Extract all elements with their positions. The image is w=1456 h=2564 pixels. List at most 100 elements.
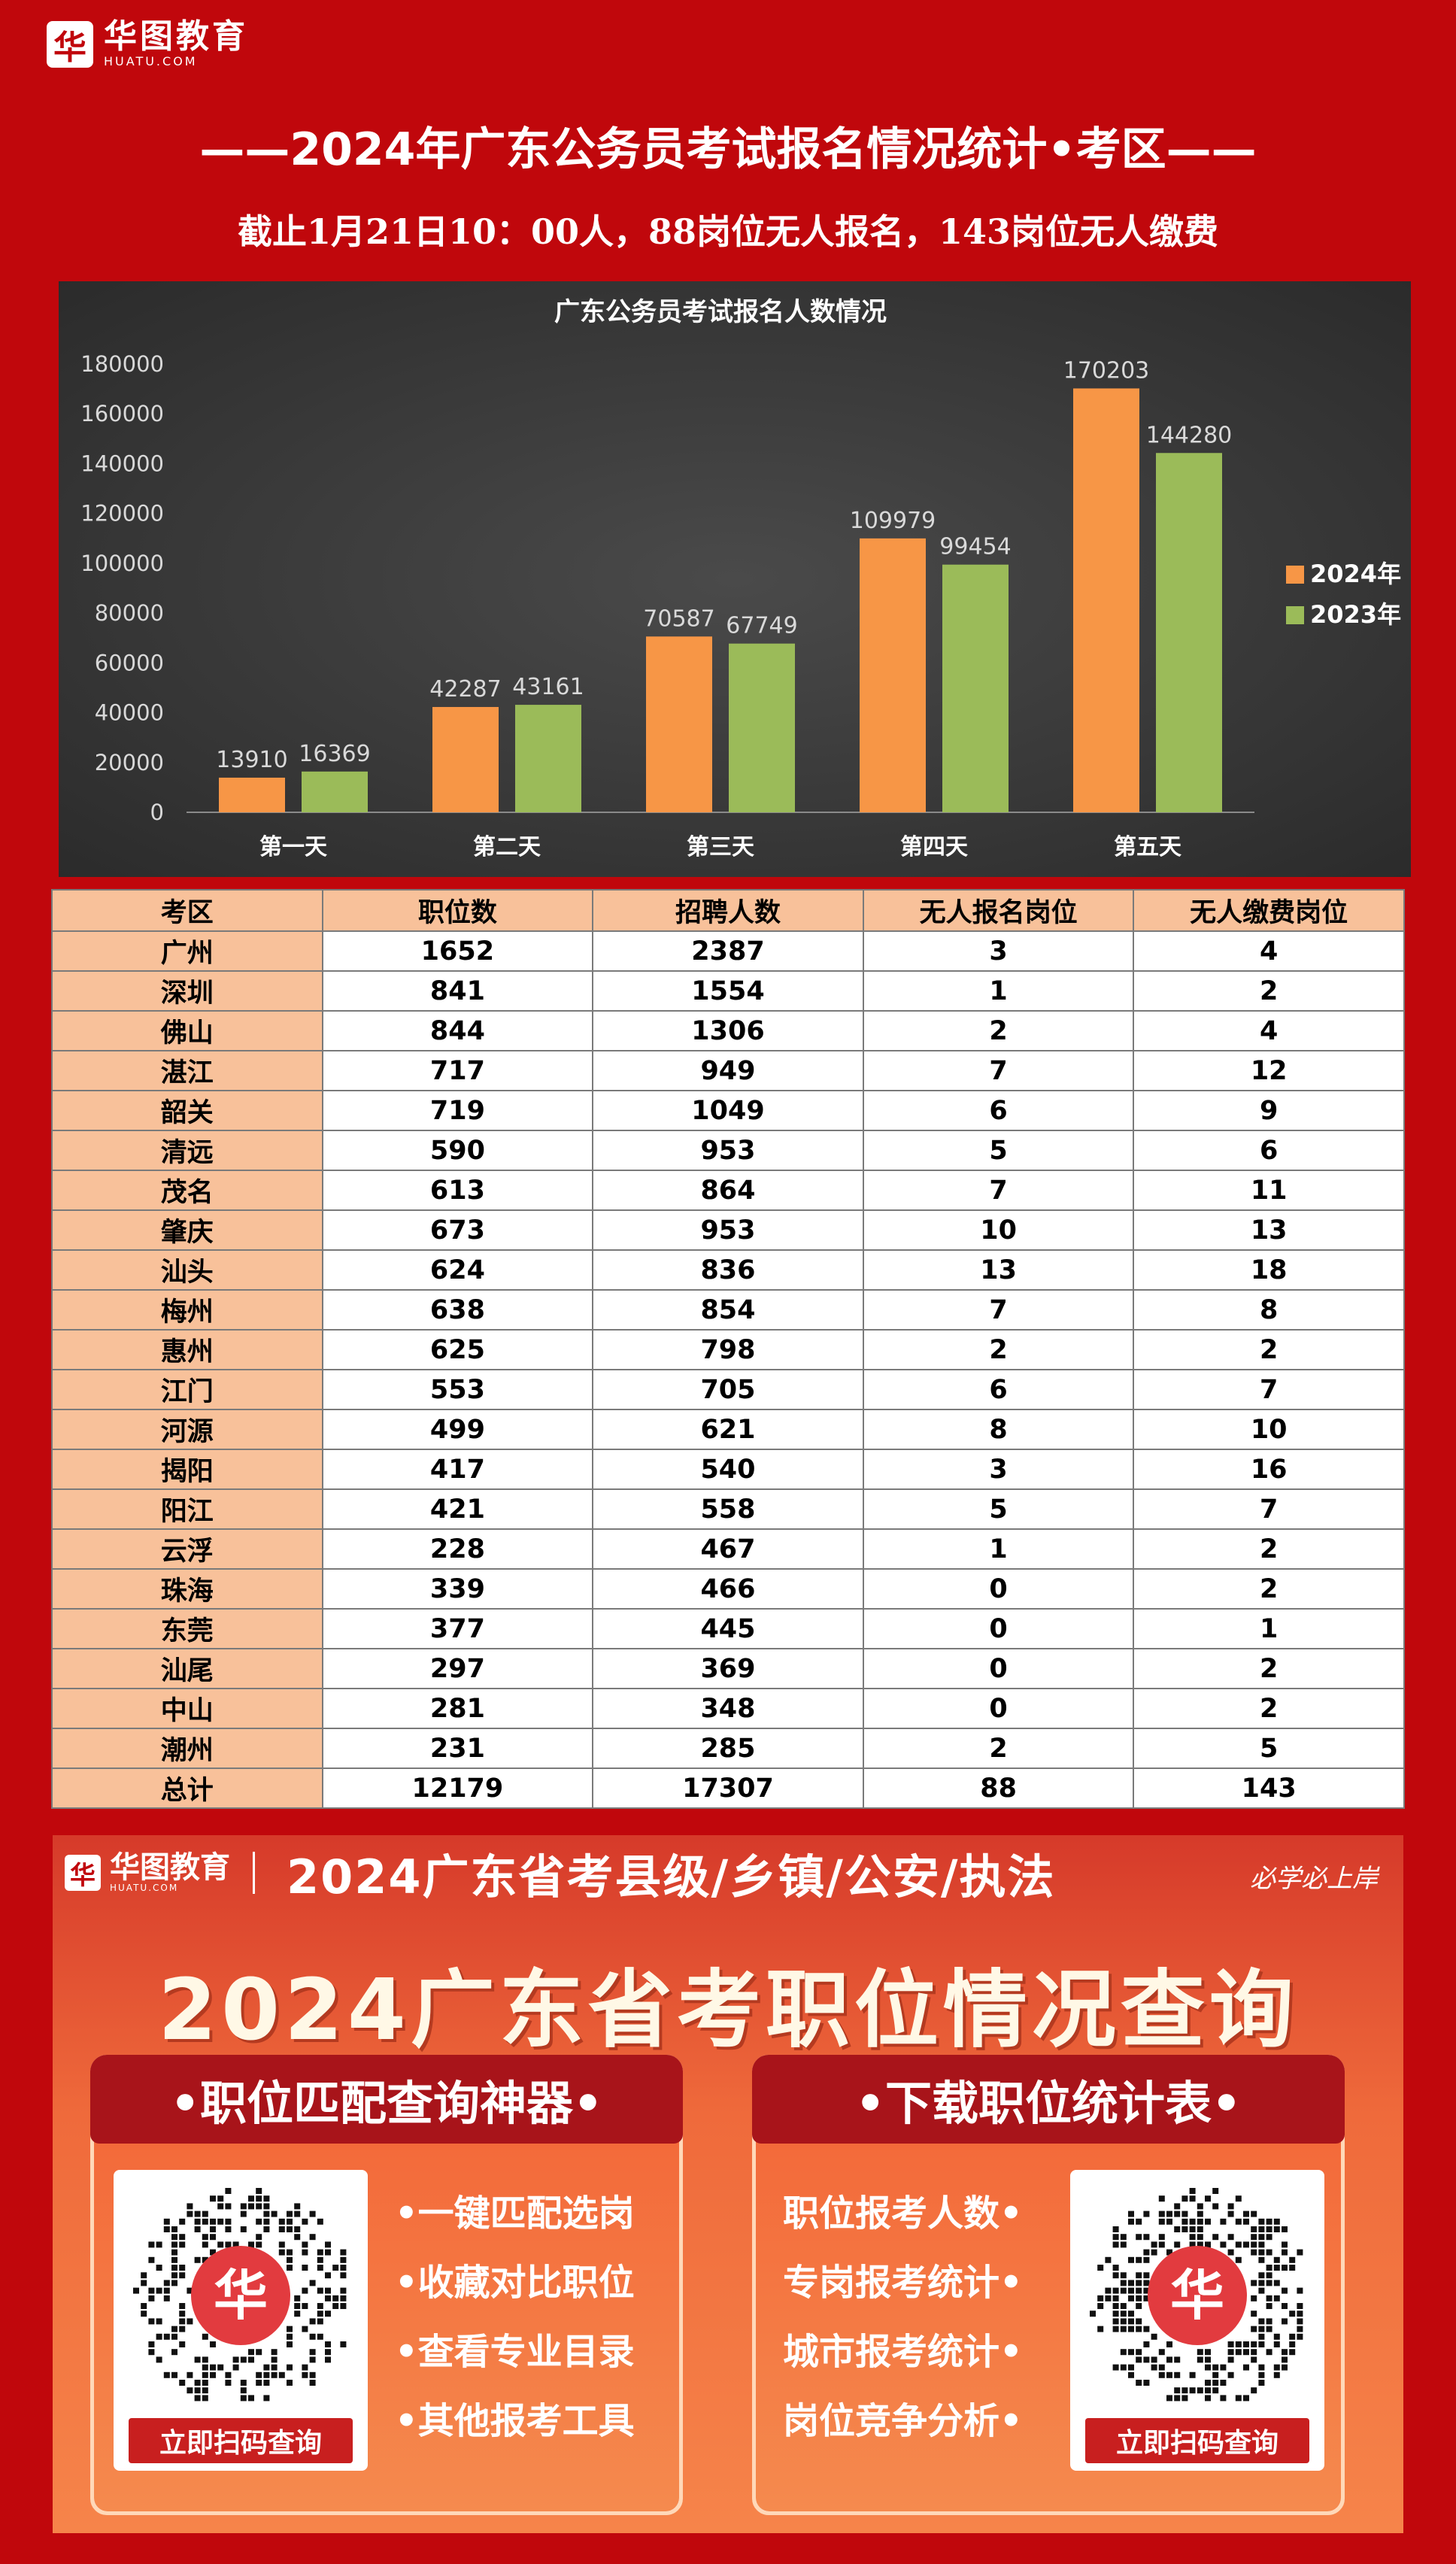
- y-tick-label: 100000: [80, 551, 164, 576]
- page-subtitle: 截止1月21日10：00人，88岗位无人报名，143岗位无人缴费: [237, 211, 1219, 252]
- value-cell: 0: [862, 1568, 1135, 1610]
- value-cell: 8: [862, 1409, 1135, 1450]
- value-cell: 705: [592, 1369, 864, 1410]
- value-cell: 613: [321, 1170, 594, 1211]
- value-cell: 1: [1133, 1608, 1405, 1649]
- area-cell: 云浮: [51, 1528, 323, 1570]
- value-cell: 12: [1133, 1050, 1405, 1091]
- y-tick-label: 40000: [95, 700, 164, 726]
- table-row: 东莞 377 445 0 1: [51, 1608, 1405, 1649]
- value-cell: 12179: [321, 1767, 594, 1809]
- value-cell: 10: [1133, 1409, 1405, 1450]
- value-cell: 624: [321, 1249, 594, 1291]
- value-cell: 466: [592, 1568, 864, 1610]
- bar-2024: [219, 777, 285, 812]
- download-stats-card[interactable]: •下载职位统计表• 职位报考人数• 专岗报考统计• 城市报考统计• 岗位竞争分析…: [752, 2055, 1345, 2515]
- table-row: 总计 12179 17307 88 143: [51, 1767, 1405, 1809]
- table-row: 肇庆 673 953 10 13: [51, 1209, 1405, 1251]
- table-row: 清远 590 953 5 6: [51, 1130, 1405, 1171]
- data-label: 144280: [1146, 422, 1233, 448]
- area-cell: 梅州: [51, 1289, 323, 1331]
- value-cell: 228: [321, 1528, 594, 1570]
- x-tick-label: 第四天: [900, 834, 968, 860]
- value-cell: 2387: [592, 930, 864, 972]
- promo-headline: 2024广东省考县级/乡镇/公安/执法: [287, 1849, 1056, 1904]
- area-cell: 茂名: [51, 1170, 323, 1211]
- area-cell: 汕头: [51, 1249, 323, 1291]
- area-cell: 深圳: [51, 970, 323, 1012]
- feature-item: •收藏对比职位: [395, 2262, 635, 2304]
- value-cell: 854: [592, 1289, 864, 1331]
- value-cell: 2: [1133, 1688, 1405, 1729]
- huatu-logo: 华 华图教育 HUATU.COM: [47, 20, 248, 68]
- value-cell: 7: [1133, 1369, 1405, 1410]
- feature-item: 岗位竞争分析•: [783, 2400, 1023, 2442]
- value-cell: 553: [321, 1369, 594, 1410]
- qr-code-block[interactable]: 华 立即扫码查询: [1070, 2170, 1324, 2471]
- chart-title: 广东公务员考试报名人数情况: [554, 297, 887, 327]
- value-cell: 231: [321, 1728, 594, 1769]
- feature-item: •查看专业目录: [395, 2331, 635, 2373]
- data-label: 99454: [939, 534, 1011, 560]
- value-cell: 0: [862, 1648, 1135, 1689]
- area-cell: 湛江: [51, 1050, 323, 1091]
- bar-2024: [1073, 388, 1139, 812]
- value-cell: 11: [1133, 1170, 1405, 1211]
- data-label: 16369: [299, 741, 370, 767]
- area-cell: 揭阳: [51, 1449, 323, 1490]
- scan-button[interactable]: 立即扫码查询: [129, 2418, 353, 2463]
- value-cell: 7: [1133, 1488, 1405, 1530]
- feature-item: 城市报考统计•: [783, 2331, 1023, 2373]
- value-cell: 499: [321, 1409, 594, 1450]
- bar-2024: [860, 538, 926, 812]
- column-header: 无人报名岗位: [862, 889, 1135, 932]
- value-cell: 1652: [321, 930, 594, 972]
- area-cell: 清远: [51, 1130, 323, 1171]
- area-cell: 河源: [51, 1409, 323, 1450]
- value-cell: 3: [862, 930, 1135, 972]
- value-cell: 6: [862, 1090, 1135, 1131]
- value-cell: 369: [592, 1648, 864, 1689]
- area-cell: 江门: [51, 1369, 323, 1410]
- value-cell: 2: [1133, 1648, 1405, 1689]
- qr-code-icon: 华: [133, 2188, 347, 2402]
- y-tick-label: 120000: [80, 501, 164, 526]
- x-tick-label: 第二天: [473, 834, 541, 860]
- table-row: 潮州 231 285 2 5: [51, 1728, 1405, 1769]
- value-cell: 2: [1133, 970, 1405, 1012]
- value-cell: 7: [862, 1170, 1135, 1211]
- value-cell: 417: [321, 1449, 594, 1490]
- qr-code-icon: 华: [1090, 2188, 1303, 2402]
- table-row: 梅州 638 854 7 8: [51, 1289, 1405, 1331]
- value-cell: 13: [1133, 1209, 1405, 1251]
- value-cell: 558: [592, 1488, 864, 1530]
- value-cell: 2: [862, 1728, 1135, 1769]
- y-tick-label: 140000: [80, 451, 164, 476]
- feature-item: •一键匹配选岗: [395, 2192, 635, 2235]
- value-cell: 8: [1133, 1289, 1405, 1331]
- promo-logo: 华 华图教育 HUATU.COM: [65, 1852, 255, 1894]
- value-cell: 6: [1133, 1130, 1405, 1171]
- data-label: 43161: [512, 674, 584, 700]
- area-cell: 惠州: [51, 1329, 323, 1370]
- table-row: 云浮 228 467 1 2: [51, 1528, 1405, 1570]
- value-cell: 2: [862, 1010, 1135, 1051]
- area-cell: 广州: [51, 930, 323, 972]
- table-row: 茂名 613 864 7 11: [51, 1170, 1405, 1211]
- qr-code-block[interactable]: 华 立即扫码查询: [114, 2170, 368, 2471]
- position-match-card[interactable]: •职位匹配查询神器• 华 立即扫码查询 •一键匹配选岗 •收藏对比职位 •查看专…: [90, 2055, 683, 2515]
- area-cell: 东莞: [51, 1608, 323, 1649]
- logo-domain: HUATU.COM: [104, 54, 198, 68]
- svg-text:华: 华: [214, 2264, 268, 2327]
- divider: [253, 1852, 255, 1894]
- scan-button[interactable]: 立即扫码查询: [1085, 2418, 1309, 2463]
- table-row: 深圳 841 1554 1 2: [51, 970, 1405, 1012]
- area-cell: 韶关: [51, 1090, 323, 1131]
- table-row: 惠州 625 798 2 2: [51, 1329, 1405, 1370]
- value-cell: 638: [321, 1289, 594, 1331]
- value-cell: 590: [321, 1130, 594, 1171]
- value-cell: 6: [862, 1369, 1135, 1410]
- value-cell: 5: [1133, 1728, 1405, 1769]
- value-cell: 297: [321, 1648, 594, 1689]
- data-label: 67749: [726, 613, 797, 639]
